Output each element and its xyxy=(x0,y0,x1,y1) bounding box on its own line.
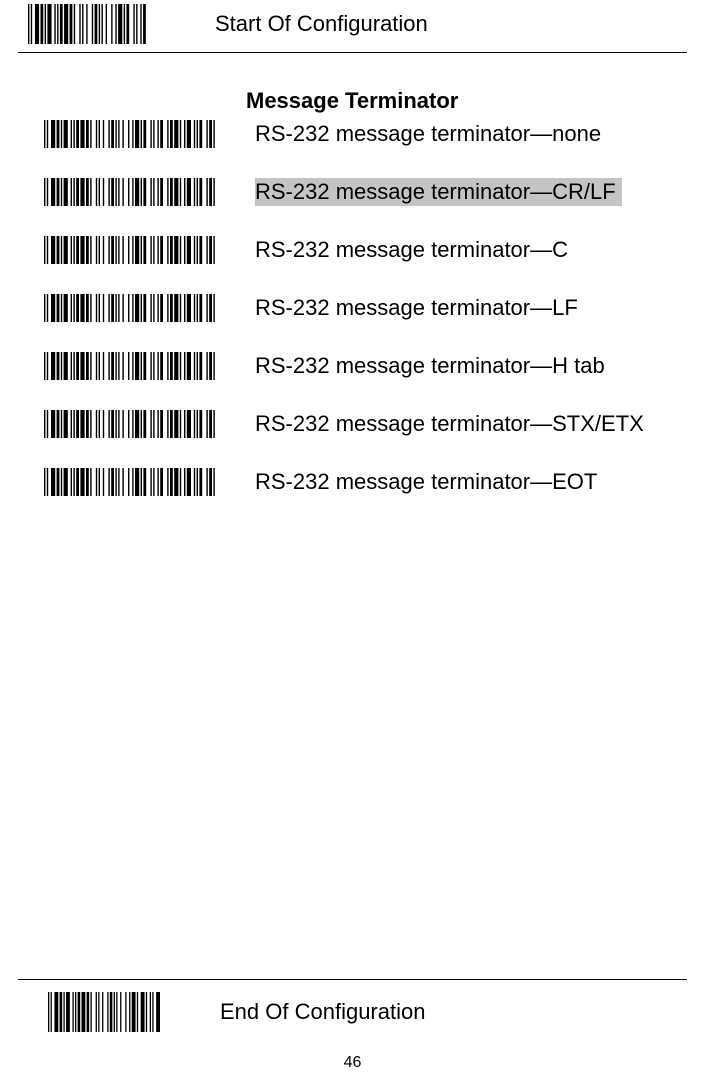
start-config-label: Start Of Configuration xyxy=(215,11,428,37)
option-label: RS-232 message terminator—EOT xyxy=(255,469,597,495)
option-row: RS-232 message terminator—none xyxy=(0,120,705,148)
option-row: RS-232 message terminator—C xyxy=(0,236,705,264)
option-barcode xyxy=(40,120,225,148)
content-area: Message Terminator RS-232 message termin… xyxy=(0,88,705,546)
footer-area: End Of Configuration 46 xyxy=(0,979,705,1082)
option-label: RS-232 message terminator—STX/ETX xyxy=(255,411,644,437)
end-config-label: End Of Configuration xyxy=(220,999,425,1025)
option-barcode xyxy=(40,178,225,206)
option-barcode xyxy=(40,468,225,496)
option-label: RS-232 message terminator—C xyxy=(255,237,568,263)
end-config-barcode xyxy=(40,992,170,1032)
option-barcode xyxy=(40,352,225,380)
option-row: RS-232 message terminator—STX/ETX xyxy=(0,410,705,438)
option-barcode xyxy=(40,294,225,322)
header-row: Start Of Configuration xyxy=(0,0,705,52)
option-barcode xyxy=(40,410,225,438)
option-label: RS-232 message terminator—LF xyxy=(255,295,578,321)
top-divider xyxy=(18,52,687,53)
option-row: RS-232 message terminator—CR/LF xyxy=(0,178,705,206)
option-row: RS-232 message terminator—LF xyxy=(0,294,705,322)
option-label: RS-232 message terminator—CR/LF xyxy=(255,178,622,206)
start-config-barcode xyxy=(20,4,160,44)
option-label: RS-232 message terminator—H tab xyxy=(255,353,605,379)
section-title: Message Terminator xyxy=(246,88,705,114)
option-row: RS-232 message terminator—EOT xyxy=(0,468,705,496)
option-label: RS-232 message terminator—none xyxy=(255,121,601,147)
footer-row: End Of Configuration xyxy=(0,980,705,1036)
options-container: RS-232 message terminator—none RS-232 mes… xyxy=(0,120,705,496)
page-number: 46 xyxy=(0,1036,705,1082)
option-barcode xyxy=(40,236,225,264)
option-row: RS-232 message terminator—H tab xyxy=(0,352,705,380)
